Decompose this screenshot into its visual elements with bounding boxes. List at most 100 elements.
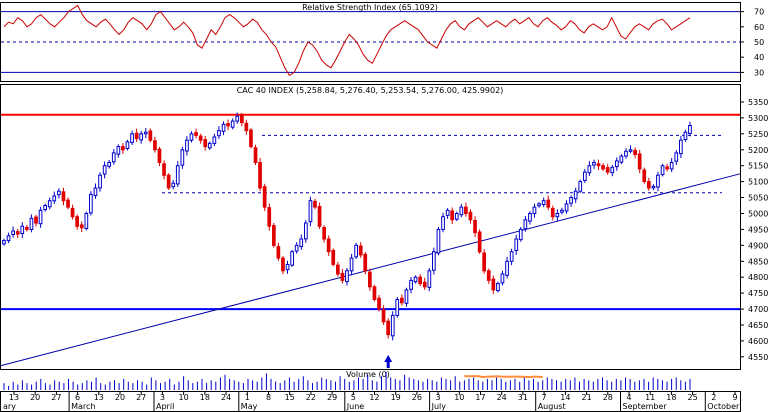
- candle-body: [509, 251, 514, 262]
- rsi-line: [3, 4, 691, 77]
- x-day-label: 12: [369, 393, 379, 402]
- candle: [244, 119, 249, 135]
- candle-body: [354, 244, 358, 258]
- candle-body: [212, 136, 217, 144]
- price-tick-label: 5150: [748, 162, 768, 171]
- candle-body: [656, 174, 660, 188]
- candle: [272, 223, 276, 248]
- candle-body: [130, 133, 134, 143]
- candle-body: [6, 235, 11, 242]
- candle: [560, 207, 564, 215]
- candle: [207, 141, 212, 150]
- candle: [496, 281, 500, 293]
- candle-body: [482, 252, 486, 272]
- candle-body: [532, 206, 537, 215]
- candle-body: [84, 213, 89, 229]
- x-day-label: 22: [306, 393, 316, 402]
- candle-body: [368, 271, 372, 288]
- candle-body: [34, 216, 38, 224]
- price-tick-label: 4650: [748, 321, 768, 330]
- candle-body: [79, 224, 84, 229]
- candle: [372, 284, 377, 302]
- x-day-label: 26: [412, 393, 422, 402]
- candle: [468, 209, 473, 224]
- candle: [139, 131, 144, 144]
- candle: [400, 294, 404, 306]
- candle-body: [637, 153, 642, 170]
- candle: [322, 225, 326, 243]
- candle-body: [107, 162, 112, 167]
- candle-body: [615, 160, 619, 168]
- candle-body: [665, 166, 669, 170]
- candle: [6, 232, 11, 244]
- candle-body: [587, 165, 592, 174]
- candle: [125, 139, 130, 151]
- candle-body: [610, 166, 615, 174]
- candle: [331, 248, 336, 267]
- candle: [573, 187, 578, 203]
- candle-body: [322, 227, 326, 240]
- candle: [596, 159, 601, 171]
- candle-body: [290, 251, 294, 266]
- candle-body: [326, 238, 331, 253]
- candle: [212, 133, 217, 146]
- candle: [299, 234, 304, 250]
- candle: [285, 260, 290, 274]
- candle-body: [125, 141, 130, 150]
- candle: [427, 268, 432, 292]
- candle-body: [518, 228, 523, 241]
- candle-body: [294, 244, 299, 252]
- candle-body: [38, 209, 43, 225]
- candle-body: [317, 206, 322, 227]
- candle-body: [308, 200, 313, 223]
- candle: [203, 136, 208, 151]
- candle: [185, 136, 189, 156]
- candle: [679, 136, 683, 158]
- candle: [509, 248, 514, 266]
- candle-body: [11, 230, 16, 235]
- candle: [605, 163, 610, 175]
- price-tick-label: 4600: [748, 337, 768, 346]
- candle-body: [450, 210, 454, 221]
- candle: [537, 202, 541, 208]
- candle: [569, 195, 573, 207]
- candle-body: [66, 199, 70, 208]
- candle-body: [555, 213, 560, 218]
- candle-body: [404, 289, 409, 304]
- candle: [57, 188, 61, 199]
- candle: [669, 158, 674, 173]
- rsi-tick-label: 70: [754, 8, 764, 17]
- candle-body: [98, 174, 102, 189]
- x-day-label: 10: [454, 393, 464, 402]
- x-day-label: 20: [30, 393, 40, 402]
- candle-body: [564, 203, 569, 212]
- candle: [317, 202, 322, 230]
- candle: [532, 203, 537, 218]
- price-tick-label: 4850: [748, 257, 768, 266]
- candle-body: [523, 219, 528, 230]
- candle-body: [633, 149, 637, 155]
- candle-body: [386, 320, 390, 336]
- candle: [47, 197, 52, 210]
- candle: [418, 274, 422, 287]
- volume-title: Volume (0): [346, 370, 390, 379]
- candle-body: [418, 276, 422, 285]
- candle: [304, 220, 308, 243]
- candle: [413, 275, 418, 284]
- candle-body: [281, 257, 285, 272]
- candle-body: [390, 314, 395, 337]
- candle-body: [505, 260, 509, 276]
- up-arrow-icon: [384, 355, 393, 362]
- candle-body: [331, 249, 336, 265]
- candle: [15, 228, 20, 238]
- candle-body: [445, 209, 450, 216]
- candle-body: [272, 225, 276, 246]
- candle-body: [651, 185, 656, 189]
- candle-body: [454, 213, 459, 220]
- candle: [454, 211, 459, 222]
- candle-body: [189, 133, 194, 141]
- x-day-label: 27: [51, 393, 61, 402]
- candle: [116, 144, 121, 158]
- candle-body: [304, 222, 308, 240]
- candle: [514, 234, 519, 255]
